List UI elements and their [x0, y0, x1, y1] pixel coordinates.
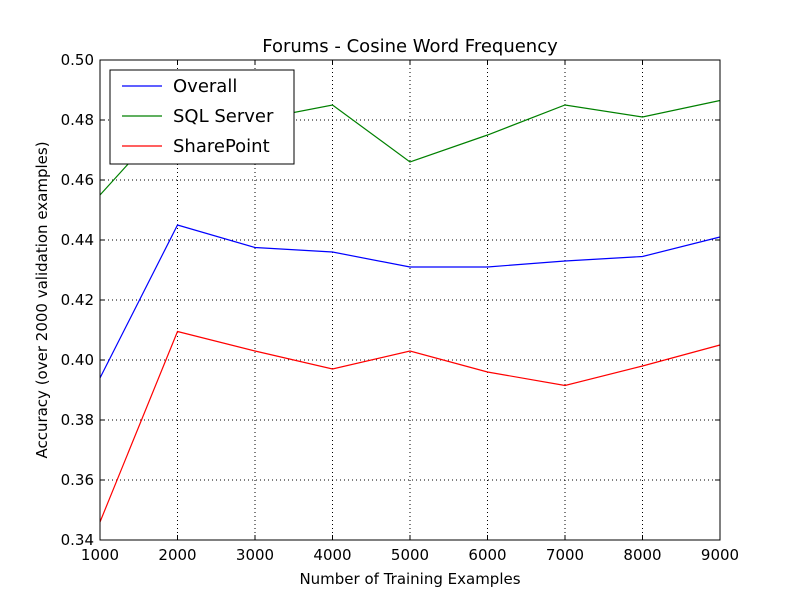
- series-line-sharepoint: [99, 330, 721, 523]
- legend-label-sharepoint: SharePoint: [173, 136, 270, 157]
- x-tick-label: 1000: [81, 546, 119, 564]
- y-tick-label: 0.36: [61, 471, 94, 489]
- x-tick-label: 5000: [391, 546, 429, 564]
- y-axis-label: Accuracy (over 2000 validation examples): [33, 141, 51, 458]
- y-tick-label: 0.46: [61, 171, 94, 189]
- y-tick-label: 0.42: [61, 291, 94, 309]
- legend: Overall SQL Server SharePoint: [109, 69, 295, 165]
- x-tick-label: 6000: [468, 546, 506, 564]
- x-tick-label: 9000: [701, 546, 739, 564]
- y-tick-label: 0.50: [61, 51, 94, 69]
- series-line-overall: [99, 224, 721, 379]
- y-tick-label: 0.34: [61, 531, 94, 549]
- chart-title: Forums - Cosine Word Frequency: [262, 36, 558, 57]
- y-tick-label: 0.48: [61, 111, 94, 129]
- axis-ticks: 1000 2000 3000 4000 5000 6000 7000 8000 9000 0.34…: [61, 51, 740, 564]
- y-tick-label: 0.44: [61, 231, 94, 249]
- x-tick-label: 3000: [236, 546, 274, 564]
- x-tick-label: 2000: [158, 546, 196, 564]
- legend-label-sql-server: SQL Server: [173, 106, 274, 127]
- x-axis-label: Number of Training Examples: [299, 570, 520, 588]
- x-tick-label: 8000: [623, 546, 661, 564]
- y-tick-label: 0.38: [61, 411, 94, 429]
- x-tick-label: 4000: [313, 546, 351, 564]
- legend-label-overall: Overall: [173, 76, 237, 97]
- x-tick-label: 7000: [546, 546, 584, 564]
- y-tick-label: 0.40: [61, 351, 94, 369]
